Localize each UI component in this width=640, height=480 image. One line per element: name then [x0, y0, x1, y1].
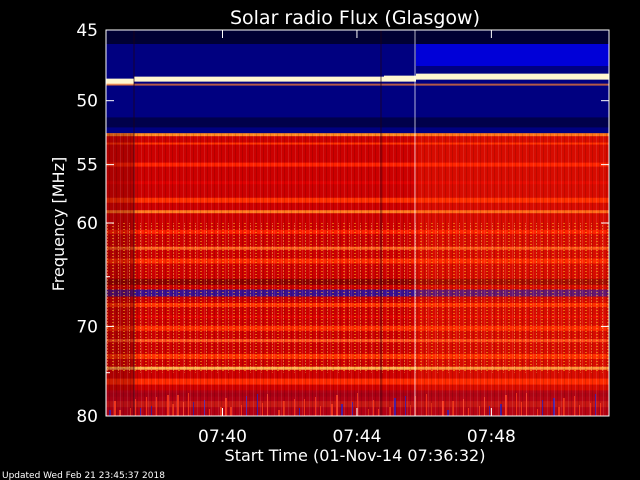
- x-tick-label: 07:48: [467, 427, 516, 447]
- chart-title: Solar radio Flux (Glasgow): [230, 7, 480, 29]
- y-tick-label: 60: [76, 214, 98, 234]
- y-tick-label: 80: [76, 407, 98, 427]
- bright-line-glow: [106, 83, 609, 86]
- bright-line-segment: [416, 73, 609, 80]
- x-tick-label: 07:40: [198, 427, 247, 447]
- y-axis-label: Frequency [MHz]: [49, 157, 68, 291]
- y-tick-label: 50: [76, 92, 98, 112]
- update-timestamp: Updated Wed Feb 21 23:45:37 2018: [2, 471, 165, 480]
- y-tick-label: 55: [76, 156, 98, 176]
- quiet-band-dark: [106, 30, 609, 44]
- x-axis-label: Start Time (01-Nov-14 07:36:32): [225, 446, 486, 465]
- time-discontinuity: [133, 30, 135, 416]
- texture-speckle: [106, 223, 609, 373]
- bright-line-segment: [134, 76, 384, 82]
- quiet-band-brighter: [416, 44, 609, 66]
- y-axis: 45 50 55 60 70 80: [76, 21, 609, 427]
- spectrogram-image: [106, 30, 609, 416]
- bright-line-segment: [384, 75, 416, 82]
- time-discontinuity: [414, 30, 416, 416]
- x-tick-label: 07:44: [332, 427, 381, 447]
- y-tick-label: 70: [76, 317, 98, 337]
- quiet-band-edge: [106, 117, 609, 128]
- time-discontinuity: [380, 30, 382, 416]
- y-tick-label: 45: [76, 21, 98, 41]
- x-axis: 07:40 07:44 07:48: [198, 30, 516, 447]
- bright-line-segment: [106, 78, 134, 85]
